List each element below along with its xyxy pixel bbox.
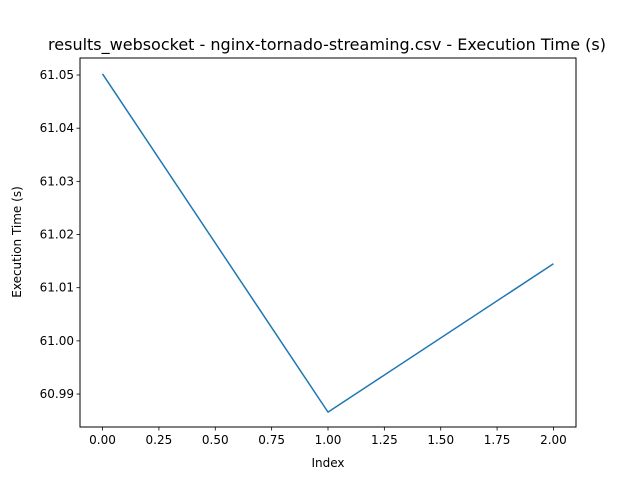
series-layer bbox=[101, 73, 554, 413]
y-tick-label: 61.01 bbox=[40, 281, 74, 295]
y-tick-label: 61.00 bbox=[40, 334, 74, 348]
x-axis-ticks: 0.00 0.25 0.50 0.75 1.00 1.25 1.50 1.75 2.00 bbox=[89, 427, 567, 447]
x-tick-label: 1.25 bbox=[371, 433, 398, 447]
x-tick-label: 2.00 bbox=[540, 433, 567, 447]
y-tick-label: 61.04 bbox=[40, 121, 74, 135]
x-tick-label: 1.50 bbox=[427, 433, 454, 447]
x-tick-label: 0.75 bbox=[258, 433, 285, 447]
x-axis-label: Index bbox=[311, 456, 344, 470]
y-tick-label: 60.99 bbox=[40, 387, 74, 401]
x-tick-label: 1.00 bbox=[315, 433, 342, 447]
plot-area-frame bbox=[79, 57, 577, 428]
chart-title: results_websocket - nginx-tornado-stream… bbox=[48, 35, 606, 55]
x-tick-label: 1.75 bbox=[484, 433, 511, 447]
x-tick-label: 0.25 bbox=[146, 433, 173, 447]
y-tick-label: 61.05 bbox=[40, 68, 74, 82]
x-tick-label: 0.50 bbox=[202, 433, 229, 447]
y-tick-label: 61.03 bbox=[40, 174, 74, 188]
y-axis-ticks: 60.99 61.00 61.01 61.02 61.03 61.04 61.05 bbox=[40, 68, 80, 401]
x-tick-label: 0.00 bbox=[89, 433, 116, 447]
y-tick-label: 61.02 bbox=[40, 228, 74, 242]
y-axis-label: Execution Time (s) bbox=[10, 186, 24, 298]
series-line-0 bbox=[101, 73, 554, 413]
